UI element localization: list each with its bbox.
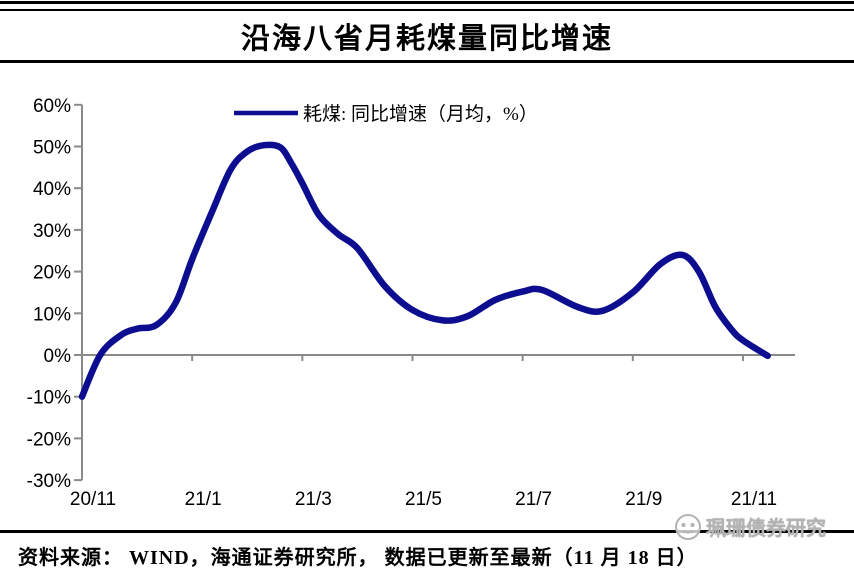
y-axis-label: -10% — [27, 388, 71, 409]
axes-group: 60% 50% 40% 30% 20% 10% 0% -10% -20% -30%20/11 21/… — [27, 96, 795, 510]
x-axis-label: 21/3 — [295, 489, 332, 510]
chart-title: 沿海八省月耗煤量同比增速 — [240, 23, 613, 55]
y-axis-label: 50% — [33, 138, 71, 159]
top-border-thick — [0, 1, 854, 4]
coal-yoy-growth-line — [78, 141, 771, 400]
y-axis-label: -30% — [27, 471, 71, 492]
title-divider — [0, 60, 854, 63]
x-axis-label: 21/11 — [731, 489, 777, 510]
x-axis-label: 21/9 — [625, 489, 662, 510]
panda-face-icon — [675, 513, 701, 540]
source-note: 资料来源： WIND，海通证券研究所， 数据已更新至最新（11 月 18 日） — [18, 547, 698, 569]
series-group — [78, 141, 771, 400]
legend-label: 耗煤: 同比增速（月均，%） — [303, 103, 538, 125]
y-axis-label: -20% — [27, 429, 71, 450]
y-axis-label: 30% — [33, 221, 71, 242]
top-border-thin — [0, 9, 854, 11]
y-axis-label: 40% — [33, 179, 71, 200]
y-axis-label: 10% — [33, 304, 71, 325]
x-axis-label: 21/5 — [405, 489, 442, 510]
watermark: 珮珊债券研究 — [674, 512, 826, 541]
x-axis-label: 20/11 — [70, 489, 116, 510]
y-axis-label: 60% — [33, 96, 71, 117]
y-axis-label: 0% — [44, 346, 72, 367]
x-axis-label: 21/1 — [185, 489, 222, 510]
footer-divider — [0, 530, 854, 533]
legend-group: 耗煤: 同比增速（月均，%） — [234, 103, 538, 125]
y-axis-label: 20% — [33, 263, 71, 284]
x-axis-label: 21/7 — [515, 489, 552, 510]
watermark-text: 珮珊债券研究 — [706, 518, 826, 540]
